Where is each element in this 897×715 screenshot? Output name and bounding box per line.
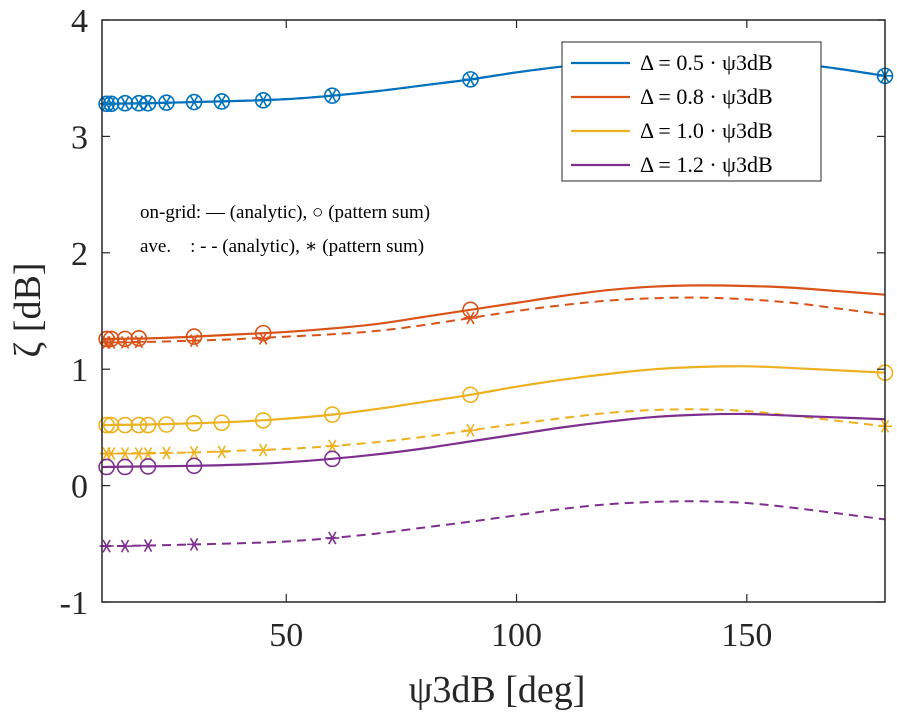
star-marker (256, 331, 271, 345)
circle-marker (116, 458, 134, 476)
y-tick-label: 3 (71, 119, 88, 156)
star-marker (463, 311, 478, 325)
series-2-on-grid-line (101, 365, 886, 427)
circle-marker (185, 457, 203, 475)
circle-marker (462, 386, 479, 404)
star-marker (187, 537, 202, 551)
circle-marker (98, 458, 115, 476)
star-marker (463, 423, 478, 437)
circle-marker (185, 328, 203, 345)
x-tick-label: 150 (721, 617, 772, 654)
legend: Δ = 0.5 · ψ3dB Δ = 0.8 · ψ3dB Δ = 1.0 · … (561, 41, 822, 182)
star-marker (325, 89, 340, 103)
circle-marker (98, 416, 115, 434)
circle-marker (254, 324, 272, 342)
x-tick-label: 100 (491, 617, 542, 654)
circle-marker (139, 458, 157, 475)
y-tick-label: 4 (71, 3, 88, 40)
circle-marker (323, 406, 341, 423)
star-marker (214, 94, 229, 108)
star-marker (118, 447, 133, 461)
circle-marker (158, 416, 175, 433)
star-marker (187, 445, 202, 459)
circle-marker (323, 450, 341, 468)
circle-marker (213, 414, 231, 432)
circle-marker (462, 71, 479, 88)
star-marker (214, 445, 229, 459)
star-marker (131, 335, 146, 349)
star-marker (104, 97, 119, 111)
annotation-on-grid: on-grid: — (analytic), ○ (pattern sum) (140, 202, 430, 223)
star-marker (325, 531, 340, 545)
y-tick-label: 2 (71, 236, 88, 273)
star-marker (256, 93, 271, 107)
x-tick-label: 50 (269, 617, 303, 654)
series-1-average-line (101, 296, 886, 344)
circle-marker (116, 330, 134, 348)
star-marker (118, 335, 133, 349)
series-1-on-grid-line (101, 284, 886, 341)
series-3-average-line (101, 500, 886, 548)
circle-marker (185, 415, 203, 432)
star-marker (159, 96, 174, 110)
y-tick-label: -1 (60, 585, 88, 622)
y-axis-label: ζ [dB] (7, 263, 49, 358)
circle-marker (213, 93, 231, 110)
star-marker (159, 446, 174, 460)
star-marker (141, 96, 156, 110)
circle-marker (130, 416, 148, 434)
legend-label-2: Δ = 1.0 · ψ3dB (640, 118, 773, 143)
star-marker (104, 447, 119, 461)
circle-marker (116, 416, 134, 434)
circle-marker (102, 416, 120, 434)
star-marker (463, 72, 478, 86)
circle-marker (185, 93, 203, 111)
annotation-average: ave. : - - (analytic), ∗ (pattern sum) (140, 236, 424, 257)
star-marker (256, 443, 271, 457)
series-3-on-grid-line (101, 412, 886, 469)
plot-lines (101, 57, 886, 548)
star-marker (118, 96, 133, 110)
circle-marker (130, 330, 148, 347)
series-2-average-line (101, 408, 886, 455)
axes-box (101, 19, 886, 603)
legend-label-0: Δ = 0.5 · ψ3dB (640, 50, 773, 75)
star-marker (141, 539, 156, 553)
circle-marker (254, 412, 272, 429)
legend-label-3: Δ = 1.2 · ψ3dB (640, 152, 773, 177)
circle-marker (139, 416, 157, 434)
y-tick-label: 0 (71, 469, 88, 506)
circle-marker (158, 94, 175, 111)
x-axis-label: ψ3dB [deg] (409, 669, 586, 711)
y-tick-label: 1 (71, 352, 88, 389)
star-marker (187, 95, 202, 109)
circle-marker (323, 87, 341, 104)
circle-marker (254, 92, 272, 109)
star-marker (104, 335, 119, 349)
star-marker (141, 447, 156, 461)
ticks: 50 100 150 -1 0 1 2 3 4 (60, 3, 885, 654)
legend-label-1: Δ = 0.8 · ψ3dB (640, 84, 773, 109)
star-marker (325, 439, 340, 453)
star-marker (118, 539, 133, 553)
star-marker (187, 334, 202, 348)
